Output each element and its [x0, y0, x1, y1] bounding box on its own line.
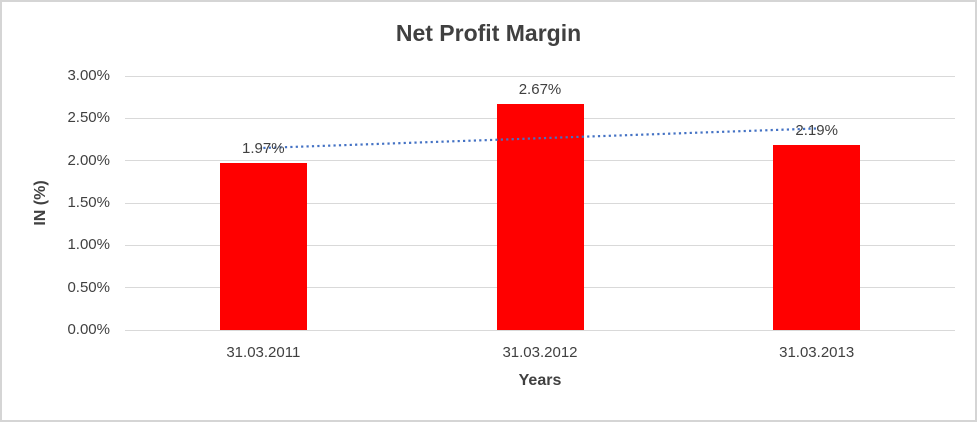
y-gridline — [125, 75, 955, 77]
y-tick-label: 0.00% — [67, 321, 110, 338]
bar-data-label: 2.67% — [518, 80, 562, 98]
bar — [773, 144, 861, 330]
bar — [219, 163, 307, 330]
y-gridline — [125, 329, 955, 331]
y-tick-label: 1.50% — [67, 194, 110, 211]
x-tick-label: 31.03.2012 — [502, 344, 578, 361]
y-tick-label: 2.50% — [67, 109, 110, 127]
x-axis-title: Years — [518, 372, 562, 389]
x-tick-label: 31.03.2013 — [779, 344, 855, 361]
chart-title: Net Profit Margin — [395, 20, 582, 46]
bar — [496, 103, 584, 330]
y-tick-label: 0.50% — [67, 278, 110, 296]
plot-area — [125, 75, 955, 331]
bar-data-label: 2.19% — [795, 121, 838, 139]
y-tick-label: 3.00% — [67, 67, 110, 84]
x-tick-label: 31.03.2011 — [226, 344, 301, 361]
y-tick-label: 2.00% — [67, 151, 110, 169]
bar-data-label: 1.97% — [242, 140, 285, 158]
y-tick-label: 1.00% — [67, 236, 110, 254]
trendline — [263, 127, 817, 150]
